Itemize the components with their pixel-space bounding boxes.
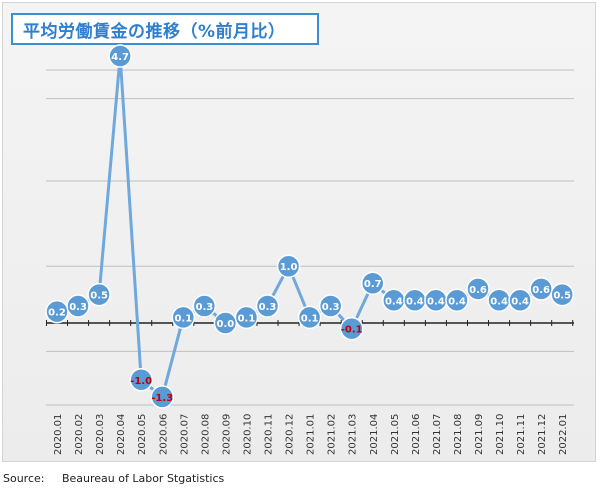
x-tick-label: 2020.09 <box>221 414 232 455</box>
chart-title: 平均労働賃金の推移（%前月比） <box>23 21 286 42</box>
data-point <box>66 294 90 318</box>
data-label: 0.4 <box>490 296 508 307</box>
data-point <box>87 282 111 307</box>
x-tick-label: 2021.08 <box>453 414 464 455</box>
data-label: 0.6 <box>532 285 550 296</box>
x-tick-label: 2020.02 <box>74 414 85 455</box>
data-label: 0.3 <box>322 302 340 313</box>
x-tick-label: 2021.01 <box>306 414 317 455</box>
x-tick-label: 2020.05 <box>137 414 148 455</box>
data-point <box>255 294 280 318</box>
data-label: -1.3 <box>151 393 173 404</box>
data-point <box>276 254 301 278</box>
data-label: 1.0 <box>280 262 298 273</box>
x-tick-label: 2020.11 <box>264 414 275 455</box>
x-tick-label: 2020.04 <box>116 414 127 455</box>
data-point <box>361 271 385 295</box>
data-label: 0.3 <box>259 302 277 313</box>
data-point <box>339 316 364 341</box>
data-point <box>192 294 217 318</box>
data-label: 0.4 <box>406 296 424 307</box>
data-label: 0.4 <box>427 296 445 307</box>
data-label: 0.4 <box>448 296 466 307</box>
x-tick-label: 2021.03 <box>348 414 359 455</box>
data-point <box>129 368 153 392</box>
x-tick-label: 2020.07 <box>179 414 190 455</box>
x-tick-label: 2021.12 <box>537 414 548 455</box>
x-tick-label: 2020.06 <box>158 414 169 455</box>
data-label: 0.1 <box>174 313 192 324</box>
data-label: 4.7 <box>111 52 129 63</box>
x-tick-label: 2020.12 <box>285 414 296 455</box>
x-tick-label: 2021.04 <box>369 414 380 455</box>
x-tick-label: 2020.01 <box>53 414 64 455</box>
data-label: 0.1 <box>238 313 256 324</box>
data-point <box>508 288 532 313</box>
data-point <box>445 288 469 313</box>
x-tick-label: 2021.02 <box>327 414 338 455</box>
x-tick-label: 2021.10 <box>495 414 506 455</box>
chart-area <box>2 2 596 462</box>
data-point <box>297 305 322 330</box>
data-label: 0.4 <box>511 296 529 307</box>
x-tick-label: 2021.05 <box>390 414 401 455</box>
x-tick-label: 2020.03 <box>95 414 106 455</box>
data-label: 0.5 <box>553 291 571 302</box>
data-point <box>318 294 343 318</box>
data-point <box>108 44 132 68</box>
data-label: -0.1 <box>341 325 363 336</box>
data-label: 0.5 <box>90 291 108 302</box>
x-tick-label: 2020.08 <box>200 414 211 455</box>
data-label: 0.1 <box>301 313 319 324</box>
x-tick-label: 2021.09 <box>474 414 485 455</box>
data-label: 0.2 <box>48 308 66 319</box>
data-point <box>234 305 259 330</box>
x-tick-label: 2021.06 <box>411 414 422 455</box>
x-tick-label: 2021.07 <box>432 414 443 455</box>
data-point <box>466 277 490 301</box>
source-note: Source: Beaureau of Labor Stgatistics <box>3 472 225 485</box>
data-point <box>150 385 174 409</box>
data-label: 0.3 <box>195 302 213 313</box>
data-label: 0.6 <box>469 285 487 296</box>
series-line <box>56 54 563 399</box>
data-label: 0.3 <box>69 302 87 313</box>
data-label: -1.0 <box>130 376 152 387</box>
data-point <box>171 305 196 330</box>
x-tick-label: 2021.11 <box>516 414 527 455</box>
data-point <box>550 282 574 307</box>
x-tick-label: 2022.01 <box>558 414 569 455</box>
data-label: 0.0 <box>217 319 235 330</box>
x-tick-label: 2020.10 <box>242 414 253 455</box>
data-label: 0.4 <box>385 296 403 307</box>
chart-title-box: 平均労働賃金の推移（%前月比） <box>11 13 319 45</box>
data-label: 0.7 <box>364 279 382 290</box>
